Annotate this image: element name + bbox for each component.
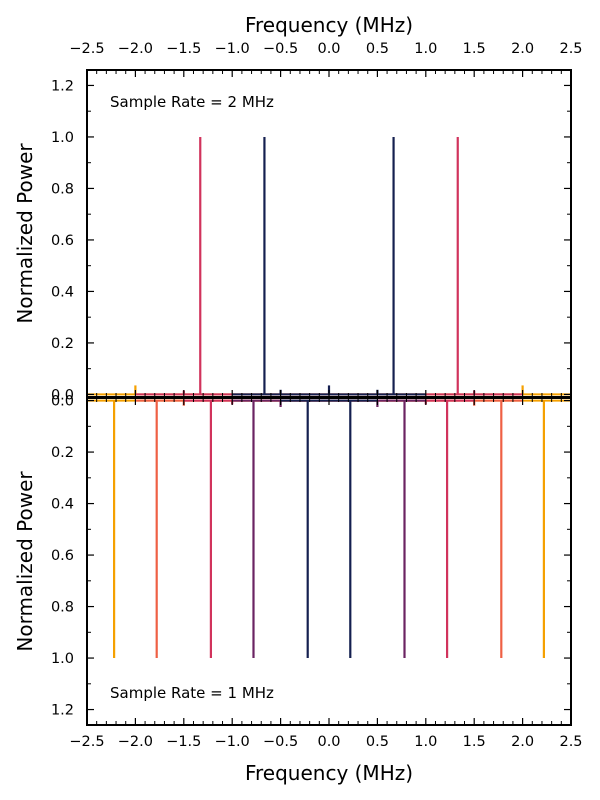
top-plot-frame	[86, 69, 572, 398]
bottom-x-tick-label: −1.5	[166, 734, 201, 750]
bottom-minor-ticks	[87, 398, 571, 725]
top-y-axis-label: Normalized Power	[13, 143, 37, 324]
bottom-series-1	[135, 399, 523, 659]
bottom-x-tick-label: −1.0	[215, 734, 250, 750]
top-x-tick-label: 0.5	[366, 41, 389, 57]
top-y-tick-labels: 0.0 0.2 0.4 0.6 0.8 1.0 1.2	[51, 78, 74, 403]
bottom-series-2	[183, 399, 475, 659]
top-minor-ticks	[87, 70, 571, 397]
bottom-sample-rate-annotation: Sample Rate = 1 MHz	[110, 684, 274, 702]
top-y-tick-label: 0.6	[51, 233, 74, 249]
bottom-y-tick-label: 0.6	[51, 548, 74, 564]
bottom-x-tick-label: 2.0	[511, 734, 534, 750]
top-x-tick-label: 1.0	[414, 41, 437, 57]
top-x-tick-label: −0.5	[263, 41, 298, 57]
top-x-tick-label: 2.5	[559, 41, 582, 57]
bottom-x-tick-label: 1.0	[414, 734, 437, 750]
bottom-series-0	[87, 399, 571, 659]
bottom-x-tick-label: 1.5	[463, 734, 486, 750]
bottom-y-tick-label: 0.4	[51, 497, 74, 513]
top-panel: −2.5 −2.0 −1.5 −1.0 −0.5 0.0 0.5 1.0 1.5 2.0 2.5 0…	[13, 13, 583, 403]
top-y-tick-label: 0.0	[51, 387, 74, 403]
top-y-tick-label: 1.2	[51, 78, 74, 94]
bottom-major-ticks	[86, 398, 572, 725]
bottom-plot-frame	[86, 397, 572, 726]
bottom-y-tick-label: 0.8	[51, 600, 74, 616]
top-y-tick-label: 1.0	[51, 130, 74, 146]
bottom-x-tick-label: −2.0	[118, 734, 153, 750]
bottom-series-4	[280, 399, 378, 659]
top-x-tick-label: −2.5	[69, 41, 104, 57]
bottom-series-3	[232, 399, 426, 659]
bottom-x-tick-label: 2.5	[559, 734, 582, 750]
bottom-y-tick-label: 0.2	[51, 445, 74, 461]
top-x-tick-label: −1.5	[166, 41, 201, 57]
bottom-x-axis-label: Frequency (MHz)	[245, 761, 413, 785]
top-y-tick-label: 0.4	[51, 284, 74, 300]
bottom-y-tick-label: 1.0	[51, 651, 74, 667]
top-x-tick-label: −2.0	[118, 41, 153, 57]
bottom-x-tick-label: −2.5	[69, 734, 104, 750]
bottom-y-tick-labels: 0.0 0.2 0.4 0.6 0.8 1.0 1.2	[51, 394, 74, 719]
top-x-tick-label: 1.5	[463, 41, 486, 57]
top-x-tick-label: 2.0	[511, 41, 534, 57]
top-x-tick-label: 0.0	[317, 41, 340, 57]
bottom-y-tick-label: 1.2	[51, 703, 74, 719]
bottom-y-axis-label: Normalized Power	[13, 471, 37, 652]
top-series-layer	[87, 136, 571, 396]
bottom-panel: −2.5 −2.0 −1.5 −1.0 −0.5 0.0 0.5 1.0 1.5 2.0 2.5 0…	[13, 394, 583, 785]
top-series-2	[232, 136, 426, 396]
bottom-y-tick-label: 0.0	[51, 394, 74, 410]
bottom-x-tick-label: 0.0	[317, 734, 340, 750]
bottom-series-layer	[87, 399, 571, 659]
top-y-tick-label: 0.2	[51, 336, 74, 352]
top-x-tick-labels: −2.5 −2.0 −1.5 −1.0 −0.5 0.0 0.5 1.0 1.5 2.0 2.5	[69, 41, 582, 57]
top-major-ticks	[86, 70, 572, 397]
top-y-tick-label: 0.8	[51, 181, 74, 197]
top-sample-rate-annotation: Sample Rate = 2 MHz	[110, 93, 274, 111]
top-series-1	[135, 136, 523, 396]
bottom-x-tick-label: 0.5	[366, 734, 389, 750]
top-x-axis-label: Frequency (MHz)	[245, 13, 413, 37]
top-x-tick-label: −1.0	[215, 41, 250, 57]
bottom-x-tick-label: −0.5	[263, 734, 298, 750]
bottom-x-tick-labels: −2.5 −2.0 −1.5 −1.0 −0.5 0.0 0.5 1.0 1.5 2.0 2.5	[69, 734, 582, 750]
